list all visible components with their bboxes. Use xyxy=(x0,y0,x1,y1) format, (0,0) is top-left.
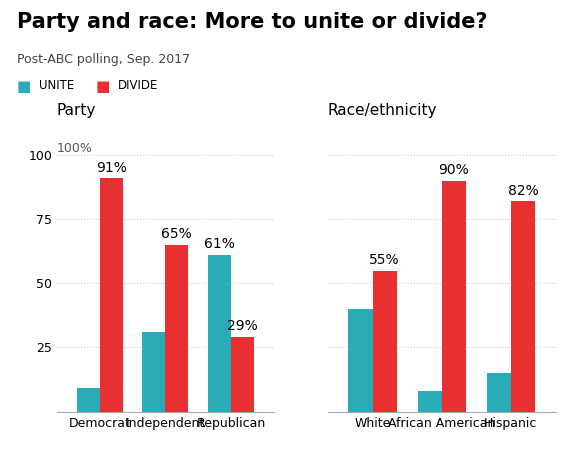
Bar xyxy=(487,373,511,412)
Bar xyxy=(511,201,535,412)
Text: Party: Party xyxy=(57,104,96,118)
Bar xyxy=(418,391,442,412)
Bar xyxy=(142,332,165,412)
Bar xyxy=(373,271,397,412)
Text: Race/ethnicity: Race/ethnicity xyxy=(328,104,437,118)
Bar xyxy=(208,255,231,412)
Text: 61%: 61% xyxy=(204,237,235,251)
Text: ■: ■ xyxy=(17,79,31,95)
Text: 82%: 82% xyxy=(507,184,538,198)
Text: 65%: 65% xyxy=(161,227,192,241)
Text: 90%: 90% xyxy=(438,163,469,177)
Text: Post-ABC polling, Sep. 2017: Post-ABC polling, Sep. 2017 xyxy=(17,53,190,66)
Bar xyxy=(231,337,254,412)
Text: 100%: 100% xyxy=(57,142,93,155)
Bar xyxy=(100,178,123,412)
Text: 91%: 91% xyxy=(96,160,127,175)
Text: Party and race: More to unite or divide?: Party and race: More to unite or divide? xyxy=(17,12,487,32)
Text: DIVIDE: DIVIDE xyxy=(117,79,158,92)
Bar xyxy=(348,309,373,412)
Bar xyxy=(165,245,188,412)
Text: 29%: 29% xyxy=(227,319,258,333)
Text: ■: ■ xyxy=(96,79,110,95)
Text: UNITE: UNITE xyxy=(39,79,74,92)
Bar xyxy=(77,388,100,412)
Bar xyxy=(442,181,466,412)
Text: 55%: 55% xyxy=(369,253,400,267)
